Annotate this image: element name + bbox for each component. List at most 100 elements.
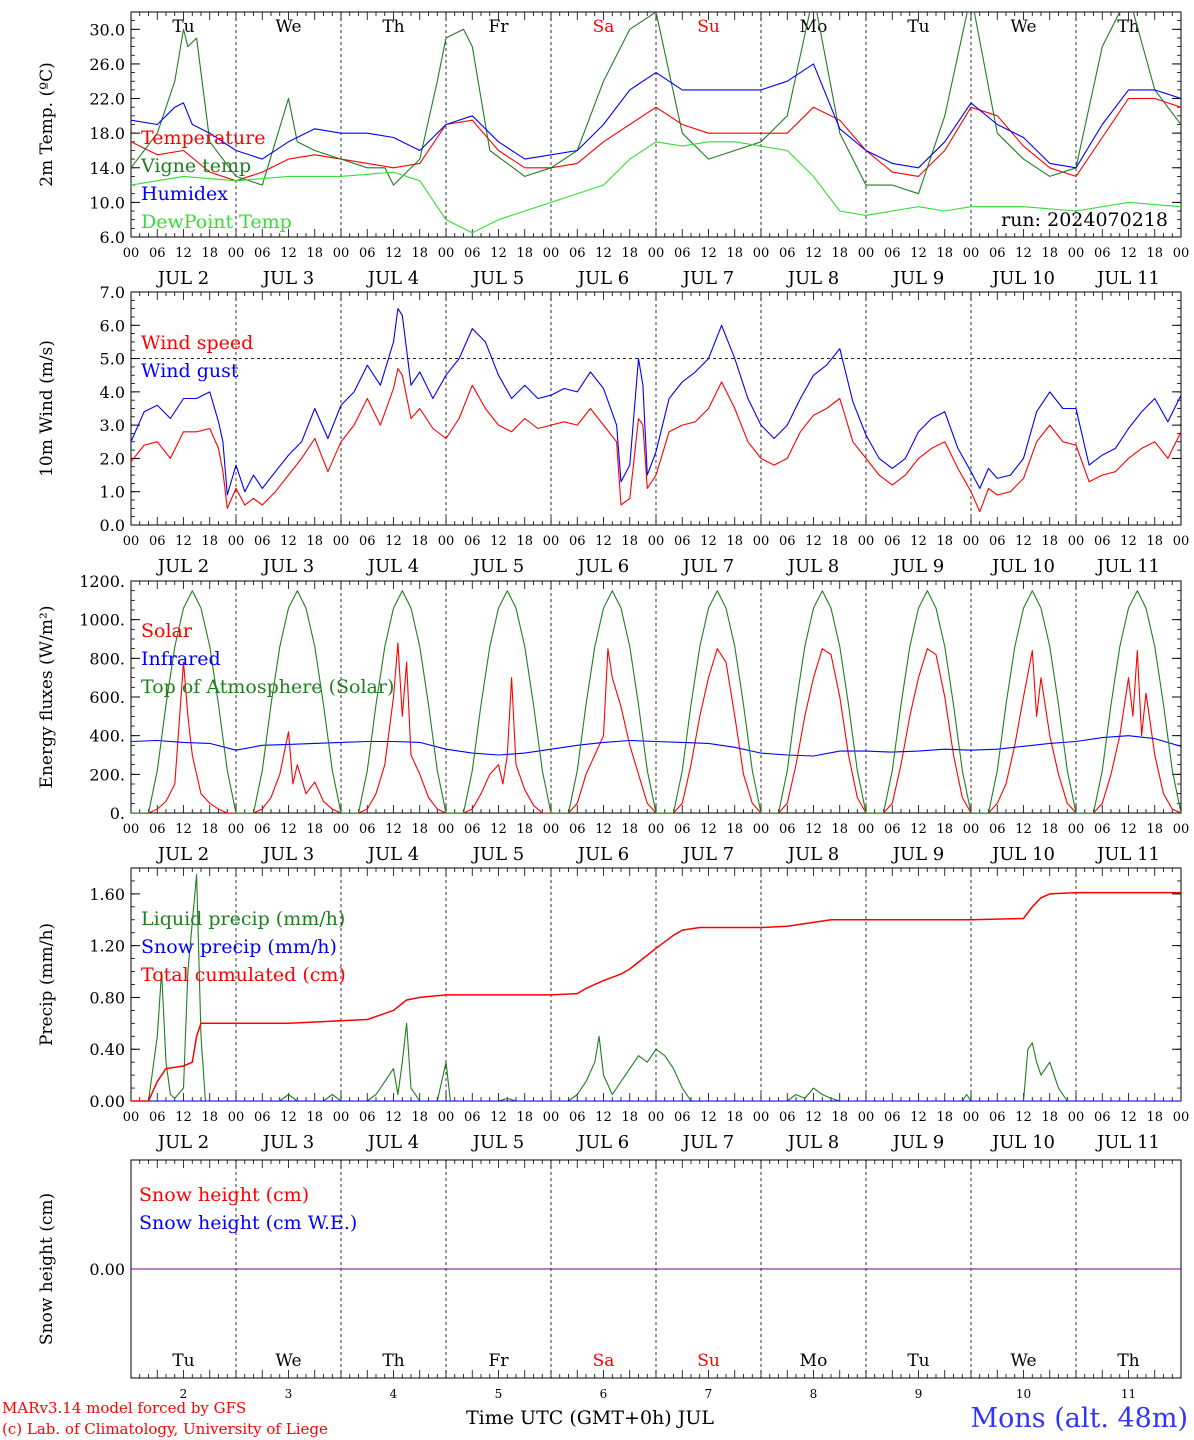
- panel-wind: 00 06 12 18 JUL 2 00 06 12 18 JUL 3 00 06 12 18 JUL 4 0…: [37, 283, 1189, 577]
- hour-tick-label: 06: [779, 1110, 796, 1125]
- hour-tick-label: 06: [149, 1110, 166, 1125]
- weekday-label: Sa: [593, 1351, 615, 1371]
- hour-tick-label: 18: [1146, 246, 1163, 261]
- hour-tick-label: 18: [1041, 534, 1058, 549]
- y-tick-label: 18.0: [89, 124, 125, 143]
- run-label: run: 2024070218: [1001, 209, 1168, 231]
- hour-tick-label: 00: [1068, 1110, 1085, 1125]
- date-label: JUL 6: [576, 268, 630, 289]
- hour-tick-label: 12: [280, 1110, 297, 1125]
- hour-tick-label: 06: [779, 246, 796, 261]
- weekday-label: We: [275, 17, 301, 37]
- x-axis-label: Time UTC (GMT+0h) JUL: [466, 1407, 714, 1429]
- y-tick-label: 1.60: [89, 885, 125, 904]
- panel-temperature: 00 06 12 18 JUL 2 00 06 12 18 JUL 3 00 06 12 18 JUL 4 0…: [37, 11, 1190, 289]
- hour-tick-label: 12: [280, 822, 297, 837]
- y-tick-label: 0.00: [89, 1092, 125, 1111]
- hour-tick-label: 06: [464, 1110, 481, 1125]
- hour-tick-label: 06: [674, 534, 691, 549]
- hour-tick-label: 06: [674, 1110, 691, 1125]
- hour-tick-label: 18: [411, 246, 428, 261]
- hour-tick-label: 06: [1094, 1110, 1111, 1125]
- hour-tick-label: 12: [1015, 1110, 1032, 1125]
- y-tick-label: 4.0: [100, 383, 125, 402]
- hour-tick-label: 12: [700, 822, 717, 837]
- hour-tick-label: 12: [910, 534, 927, 549]
- series-line-dewpoint-temp: [131, 141, 1181, 234]
- hour-tick-label: 12: [385, 534, 402, 549]
- series-line-wind-gust: [131, 308, 1181, 496]
- y-tick-label: 5.0: [100, 350, 125, 369]
- hour-tick-label: 12: [700, 534, 717, 549]
- hour-tick-label: 12: [385, 246, 402, 261]
- date-label: JUL 10: [990, 1132, 1055, 1153]
- y-tick-label: 200.: [89, 765, 125, 784]
- weekday-label: Su: [697, 17, 720, 37]
- y-tick-label: 0.: [110, 804, 125, 823]
- series-line-solar: [131, 642, 1181, 813]
- hour-tick-label: 12: [805, 822, 822, 837]
- hour-tick-label: 06: [569, 1110, 586, 1125]
- hour-tick-label: 12: [175, 822, 192, 837]
- hour-tick-label: 00: [1068, 246, 1085, 261]
- weekday-label: Fr: [489, 17, 510, 37]
- hour-tick-label: 00: [1173, 822, 1190, 837]
- hour-tick-label: 06: [884, 822, 901, 837]
- series-line-temperature: [131, 97, 1181, 182]
- hour-tick-label: 06: [884, 1110, 901, 1125]
- date-label: JUL 11: [1095, 268, 1160, 289]
- y-tick-label: 1200.: [79, 572, 125, 591]
- hour-tick-label: 12: [700, 1110, 717, 1125]
- date-label: JUL 4: [366, 268, 420, 289]
- hour-tick-label: 06: [884, 246, 901, 261]
- date-label: JUL 10: [990, 268, 1055, 289]
- hour-tick-label: 12: [280, 246, 297, 261]
- hour-tick-label: 18: [726, 534, 743, 549]
- panel-energy: 00 06 12 18 JUL 2 00 06 12 18 JUL 3 00 06 12 18 JUL 4 0…: [37, 572, 1189, 865]
- hour-tick-label: 00: [123, 822, 140, 837]
- hour-tick-label: 12: [1120, 534, 1137, 549]
- date-label: JUL 4: [366, 556, 420, 577]
- hour-tick-label: 00: [438, 1110, 455, 1125]
- date-label: JUL 9: [891, 268, 945, 289]
- date-label: JUL 5: [471, 1132, 525, 1153]
- date-label: JUL 4: [366, 1132, 420, 1153]
- y-tick-label: 0.0: [100, 516, 125, 535]
- hour-tick-label: 12: [175, 1110, 192, 1125]
- hour-tick-label: 00: [963, 1110, 980, 1125]
- hour-tick-label: 12: [595, 822, 612, 837]
- hour-tick-label: 06: [779, 822, 796, 837]
- hour-tick-label: 00: [963, 246, 980, 261]
- hour-tick-label: 06: [149, 246, 166, 261]
- y-axis-label: Precip (mm/h): [37, 923, 57, 1046]
- hour-tick-label: 12: [910, 246, 927, 261]
- y-tick-label: 0.40: [89, 1040, 125, 1059]
- credit-line-1: MARv3.14 model forced by GFS: [2, 1399, 246, 1417]
- hour-tick-label: 00: [1173, 534, 1190, 549]
- date-label: JUL 11: [1095, 844, 1160, 865]
- series-group: [131, 308, 1181, 513]
- hour-tick-label: 06: [989, 534, 1006, 549]
- hour-tick-label: 18: [516, 246, 533, 261]
- hour-tick-label: 18: [936, 246, 953, 261]
- date-label: JUL 8: [786, 556, 840, 577]
- hour-tick-label: 18: [411, 534, 428, 549]
- date-label: JUL 7: [681, 268, 735, 289]
- legend-entry: Total cumulated (cm): [141, 964, 346, 986]
- hour-tick-label: 00: [1173, 246, 1190, 261]
- hour-tick-label: 06: [884, 534, 901, 549]
- y-tick-label: 400.: [89, 727, 125, 746]
- legend-entry: Wind speed: [141, 332, 253, 354]
- hour-tick-label: 18: [1146, 822, 1163, 837]
- hour-tick-label: 00: [858, 246, 875, 261]
- hour-tick-label: 12: [910, 1110, 927, 1125]
- hour-tick-label: 00: [228, 822, 245, 837]
- date-label: JUL 3: [261, 268, 315, 289]
- hour-tick-label: 12: [175, 534, 192, 549]
- date-label: JUL 6: [576, 556, 630, 577]
- hour-tick-label: 06: [359, 246, 376, 261]
- y-tick-label: 800.: [89, 649, 125, 668]
- date-label: JUL 4: [366, 844, 420, 865]
- hour-tick-label: 12: [805, 1110, 822, 1125]
- plot-frame: [130, 11, 1182, 238]
